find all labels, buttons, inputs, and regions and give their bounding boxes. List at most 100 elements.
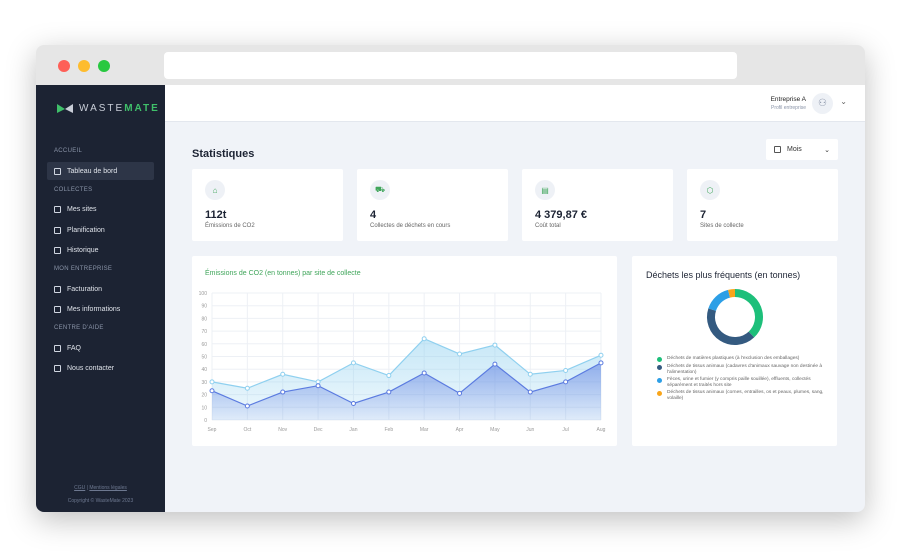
x-tick-label: Aug (597, 427, 606, 433)
sidebar-item[interactable]: Planification (47, 221, 154, 239)
data-point (527, 371, 533, 377)
chart-title: Déchets les plus fréquents (en tonnes) (646, 270, 801, 280)
sidebar-item-label: Historique (67, 247, 99, 254)
data-point (421, 370, 427, 376)
data-point (457, 390, 463, 396)
company-info: Entreprise A Profil entreprise (771, 96, 806, 111)
x-tick-label: Dec (314, 427, 323, 433)
donut-slice (707, 308, 755, 345)
legend-swatch (657, 378, 662, 383)
chevron-down-icon: ⌄ (824, 146, 830, 154)
user-settings-icon (54, 306, 61, 313)
waste-chart-card: Déchets les plus fréquents (en tonnes) D… (632, 256, 837, 446)
x-tick-label: Oct (243, 427, 251, 433)
data-point (315, 383, 321, 389)
faq-icon (54, 344, 61, 352)
x-tick-label: May (490, 427, 500, 433)
sidebar-item[interactable]: Historique (47, 242, 154, 260)
mail-icon (54, 365, 61, 372)
x-tick-label: Jan (349, 427, 357, 433)
donut-slice (708, 289, 731, 312)
page-title: Statistiques (192, 148, 255, 160)
stat-label: Coût total (535, 223, 561, 229)
close-button[interactable] (58, 60, 70, 72)
stat-value: 7 (700, 209, 707, 221)
y-tick-label: 0 (204, 418, 207, 424)
data-point (386, 373, 392, 379)
cgu-link[interactable]: CGU (74, 485, 86, 491)
donut-slice (734, 289, 763, 338)
sidebar-item-label: Planification (67, 226, 105, 234)
co2-chart-card: Émissions de CO2 (en tonnes) par site de… (192, 256, 617, 446)
chart-title: Émissions de CO2 (en tonnes) par site de… (205, 270, 361, 277)
calendar-icon (54, 226, 61, 234)
x-tick-label: Jun (526, 427, 534, 433)
legend-item: Déchets de tissus animaux (cadavres d'an… (657, 364, 827, 375)
series-line (211, 362, 602, 407)
series-line (211, 338, 602, 389)
address-bar[interactable] (164, 52, 737, 79)
factory-icon: ⌂ (205, 180, 225, 200)
data-point (421, 336, 427, 342)
top-bar: Entreprise A Profil entreprise ⚇ ⌄ (165, 85, 865, 122)
y-tick-label: 70 (201, 329, 207, 335)
period-select[interactable]: Mois ⌄ (766, 139, 838, 160)
sidebar-item-label: FAQ (67, 344, 82, 352)
y-tick-label: 40 (201, 367, 207, 373)
stat-value: 112t (205, 209, 227, 221)
logo-icon (57, 104, 73, 113)
brand-name-accent: MATE (124, 103, 160, 114)
sidebar-item[interactable]: Mes informations (47, 301, 154, 319)
sidebar-item[interactable]: Facturation (47, 280, 154, 298)
x-tick-label: Mar (420, 427, 429, 433)
legend-label: Déchets de matières plastiques (à l'excl… (667, 356, 800, 361)
y-tick-label: 30 (201, 380, 207, 386)
calendar-icon (774, 146, 781, 153)
stat-label: Sites de collecte (700, 223, 744, 229)
data-point (492, 342, 498, 348)
y-tick-label: 100 (199, 291, 208, 297)
data-point (209, 388, 215, 394)
legend-swatch (657, 391, 662, 396)
data-point (209, 379, 215, 385)
company-name: Entreprise A (770, 96, 806, 103)
grid-icon (54, 167, 61, 175)
maximize-button[interactable] (98, 60, 110, 72)
avatar[interactable]: ⚇ (812, 93, 833, 114)
title-bar (36, 45, 865, 85)
data-point (457, 351, 463, 357)
x-tick-label: Apr (456, 427, 464, 433)
stat-card: ⛟ 4 Collectes de déchets en cours (357, 169, 508, 241)
period-value: Mois (787, 146, 802, 153)
y-tick-label: 50 (201, 355, 207, 361)
chevron-down-icon[interactable]: ⌄ (840, 97, 847, 106)
sidebar-item-label: Facturation (67, 285, 103, 293)
donut-slice (728, 289, 736, 298)
co2-area-chart: 0 10 20 30 40 50 60 70 80 90 100 Sep Oct Nov Dec Jan Feb… (199, 291, 606, 433)
box-icon (54, 206, 61, 213)
section-title: COLLECTES (54, 186, 93, 193)
data-point (244, 403, 250, 409)
stat-value: 4 379,87 € (535, 209, 587, 221)
sidebar-item-label: Tableau de bord (67, 167, 118, 175)
data-point (598, 360, 604, 366)
sidebar-item[interactable]: Tableau de bord (47, 162, 154, 180)
legend-swatch (657, 365, 662, 370)
separator: | (86, 485, 88, 491)
legal-link[interactable]: Mentions légales (89, 485, 127, 491)
invoice-icon: ▤ (535, 180, 555, 200)
legend: Déchets de matières plastiques (à l'excl… (657, 356, 827, 403)
stat-card: ▤ 4 379,87 € Coût total (522, 169, 673, 241)
sidebar-item-label: Nous contacter (67, 365, 115, 372)
logo[interactable]: WASTEMATE (56, 103, 160, 114)
y-tick-label: 80 (201, 316, 207, 322)
copyright: Copyright © WasteMate 2023 (67, 498, 134, 504)
legend-label: Fèces, urine et fumier (y compris paille… (667, 377, 811, 388)
sidebar-item[interactable]: Nous contacter (47, 360, 154, 378)
legend-label: Déchets de tissus animaux (cornes, entra… (667, 390, 824, 401)
sidebar-item-label: Mes informations (67, 306, 121, 313)
footer-links: CGU | Mentions légales (36, 485, 165, 491)
sidebar-item[interactable]: FAQ (47, 339, 154, 357)
minimize-button[interactable] (78, 60, 90, 72)
sidebar-item[interactable]: Mes sites (47, 201, 154, 219)
